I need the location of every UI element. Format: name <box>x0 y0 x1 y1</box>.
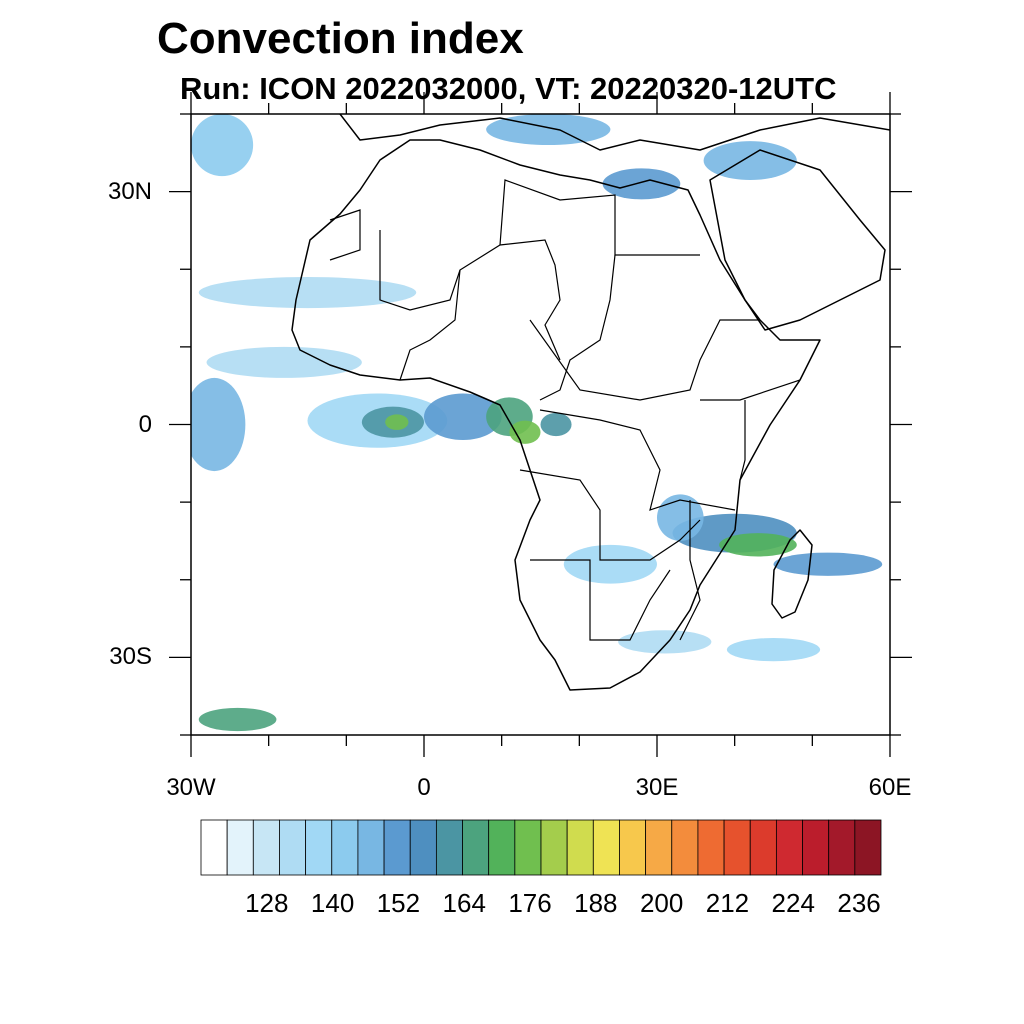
convection-blob <box>540 412 572 437</box>
colorbar-swatch <box>619 819 647 876</box>
madagascar-coastline <box>771 529 813 619</box>
colorbar-swatch <box>749 819 777 876</box>
convection-blob <box>602 168 681 200</box>
convection-blob <box>719 533 797 557</box>
border-line <box>529 319 760 401</box>
longitude-label: 30W <box>166 774 216 801</box>
convection-blob <box>509 420 541 444</box>
convection-blob <box>198 277 417 309</box>
colorbar-swatch <box>462 819 490 876</box>
colorbar-swatch <box>409 819 437 876</box>
latitude-label: 0 <box>138 410 152 438</box>
chart-title: Convection index <box>157 14 524 63</box>
convection-blob <box>191 377 246 472</box>
colorbar-swatch <box>488 819 516 876</box>
colorbar-swatch <box>645 819 673 876</box>
border-line <box>329 209 361 261</box>
colorbar-swatch <box>331 819 359 876</box>
latitude-label: 30N <box>107 177 152 205</box>
colorbar-swatch <box>671 819 699 876</box>
colorbar-swatch <box>279 819 307 876</box>
colorbar-swatch <box>828 819 856 876</box>
colorbar <box>200 819 882 876</box>
colorbar-swatch <box>435 819 463 876</box>
border-line <box>700 379 801 401</box>
longitude-label: 60E <box>868 774 912 801</box>
border-line <box>739 400 746 481</box>
longitude-label: 30E <box>635 774 679 801</box>
colorbar-label: 176 <box>508 888 552 918</box>
colorbar-swatch <box>514 819 542 876</box>
border-line <box>399 269 461 381</box>
colorbar-swatch <box>305 819 333 876</box>
colorbar-label: 128 <box>245 888 289 918</box>
colorbar-label: 224 <box>771 888 815 918</box>
colorbar-label: 152 <box>376 888 421 918</box>
colorbar-swatch <box>252 819 280 876</box>
border-line <box>679 500 701 641</box>
colorbar-swatch <box>592 819 620 876</box>
convection-blob <box>657 494 704 541</box>
colorbar-swatch <box>566 819 594 876</box>
colorbar-swatch <box>540 819 568 876</box>
colorbar-swatch <box>697 819 725 876</box>
convection-blob <box>191 114 254 177</box>
convection-blob <box>424 393 502 441</box>
border-line <box>530 559 671 641</box>
convection-blob <box>726 637 821 662</box>
convection-blob <box>198 707 277 732</box>
convection-blob <box>563 544 658 584</box>
longitude-label: 0 <box>417 774 431 801</box>
latitude-label: 30S <box>109 643 152 671</box>
colorbar-swatch <box>200 819 228 876</box>
africa-coastline <box>291 139 821 691</box>
colorbar-swatch <box>775 819 803 876</box>
colorbar-swatch <box>357 819 385 876</box>
convection-blob <box>773 552 883 576</box>
colorbar-swatch <box>226 819 254 876</box>
border-line <box>519 469 701 561</box>
border-line <box>539 254 616 401</box>
coastlines <box>291 114 890 691</box>
colorbar-label: 212 <box>705 888 750 918</box>
border-line <box>499 179 700 256</box>
convection-blob <box>206 346 362 378</box>
country-borders <box>329 179 801 641</box>
colorbar-label: 188 <box>574 888 618 918</box>
arabia-coastline <box>709 149 886 331</box>
axis-ticks <box>169 92 912 757</box>
colorbar-label: 200 <box>639 888 684 918</box>
colorbar-label: 164 <box>442 888 486 918</box>
colorbar-swatch <box>802 819 830 876</box>
colorbar-label: 236 <box>837 888 881 918</box>
europe-coastline <box>339 114 890 151</box>
colorbar-label: 140 <box>310 888 355 918</box>
convection-blob <box>703 141 797 180</box>
colorbar-swatch <box>723 819 751 876</box>
colorbar-swatch <box>383 819 411 876</box>
convection-blob <box>385 414 409 430</box>
colorbar-swatch <box>854 819 882 876</box>
run-subtitle: Run: ICON 2022032000, VT: 20220320-12UTC <box>180 71 837 106</box>
border-line <box>539 409 736 511</box>
convection-blob <box>618 630 712 654</box>
